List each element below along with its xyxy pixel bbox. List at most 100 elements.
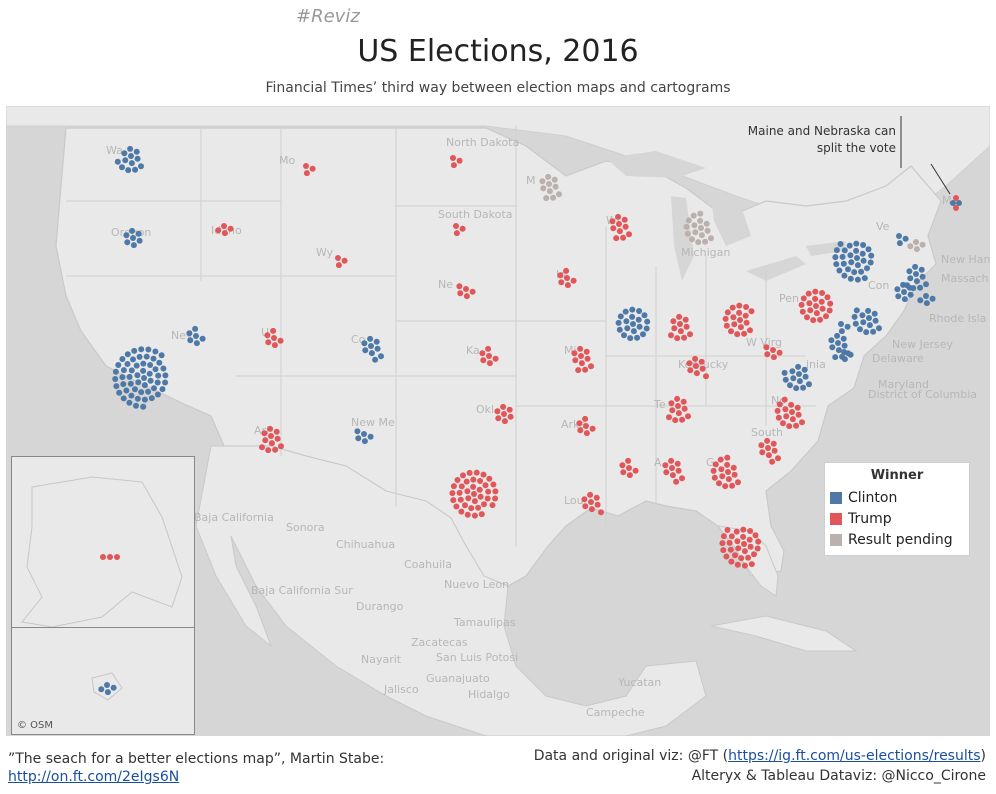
michigan-vote-dot [708,235,714,242]
wyoming-vote-dot [335,262,342,269]
florida-vote-dot [727,546,734,553]
michigan-vote-dot [691,222,698,229]
ohio-vote-dot [730,314,737,321]
maryland-vote-dot [829,344,836,351]
new-york-vote-dot [845,266,851,273]
illinois-vote-dot [624,325,631,332]
stabe-link[interactable]: http://on.ft.com/2eIgs6N [8,769,180,785]
michigan-vote-dot [692,229,699,236]
rhode-island-vote-dot [929,295,936,302]
mississippi-vote-dot [626,472,633,479]
split-vote-callout: Maine and Nebraska can split the vote [747,124,896,155]
west-virginia-vote-dot [776,349,783,356]
virginia-vote-dot [802,373,809,380]
ft-source-line: Data and original viz: @FT (https://ig.f… [534,746,986,766]
utah-label: U [261,326,269,339]
legend-item-pending[interactable]: Result pending [825,529,969,550]
washington-vote-dot [138,163,144,170]
north-dakota-vote-dot [456,157,463,164]
arizona-vote-dot [278,443,284,450]
ft-results-link[interactable]: https://ig.ft.com/us-elections/results [728,748,981,764]
sonora-label: Sonora [286,521,325,534]
legend-swatch-pending [830,533,842,546]
oregon-vote-dot [130,235,136,241]
washington-vote-dot [125,167,132,174]
tennessee-vote-dot [685,413,691,420]
alaska-inset[interactable] [11,456,195,628]
north-carolina-vote-dot [795,411,802,418]
georgia-vote-dot [711,474,718,481]
michigan-vote-dot [684,230,691,237]
texas-vote-dot [471,491,477,497]
north-carolina-vote-dot [788,401,795,408]
texas-vote-dot [478,511,485,518]
texas-vote-dot [468,505,475,512]
arizona-vote-dot [262,437,269,444]
florida-vote-dot [720,533,727,540]
missouri-vote-dot [578,360,585,367]
north-carolina-vote-dot [789,409,795,415]
iowa-vote-dot [563,267,570,274]
new-jersey-vote-dot [851,313,858,320]
pennsylvania-vote-dot [813,310,820,317]
texas-vote-dot [470,476,477,483]
pennsylvania-vote-dot [819,290,826,296]
maine-vote-dot [953,195,959,201]
new-york-vote-dot [853,240,860,247]
new-jersey-vote-dot [870,328,877,335]
florida-vote-dot [720,547,727,554]
washington-vote-dot [132,166,139,173]
texas-vote-dot [486,475,493,482]
new-york-vote-dot [861,275,868,282]
texas-vote-dot [450,497,457,504]
iowa-vote-dot [564,275,570,281]
minnesota-vote-dot [543,195,550,202]
new-mexico-vote-dot [355,435,362,442]
legend-label: Trump [848,510,892,527]
nevada-vote-dot [199,335,206,342]
nevada-vote-dot [193,340,200,347]
georgia-vote-dot [735,479,741,486]
california-vote-dot [116,389,123,396]
tennessee-vote-dot [666,414,672,421]
stabe-quote: ”The seach for a better elections map”, … [8,751,385,767]
california-vote-dot [124,361,131,367]
colorado-vote-dot [373,338,380,345]
kentucky-vote-dot [692,355,699,362]
legend-item-clinton[interactable]: Clinton [825,487,969,508]
arizona-label: Ari [254,424,269,437]
footer-right: Data and original viz: @FT (https://ig.f… [534,746,986,786]
california-vote-dot [140,360,147,367]
missouri-vote-dot [588,363,594,370]
texas-vote-dot [475,504,482,511]
utah-vote-dot [271,335,277,341]
california-vote-dot [119,356,126,362]
wisconsin-vote-dot [621,216,628,223]
michigan-vote-dot [702,238,709,245]
connecticut-vote-dot [900,281,907,288]
maryland-vote-dot [841,342,848,349]
florida-vote-dot [747,543,754,550]
new-jersey-vote-dot [866,322,873,329]
new-york-vote-dot [854,255,860,261]
south-carolina-vote-dot [764,437,771,444]
arkansas-vote-dot [582,415,589,422]
osm-attribution[interactable]: © OSM [17,720,54,731]
pennsylvania-vote-dot [812,288,819,295]
wisconsin-vote-dot [622,223,629,230]
california-vote-dot [134,372,141,379]
illinois-vote-dot [630,328,637,335]
tennessee-vote-dot [669,407,676,414]
texas-vote-dot [458,508,465,515]
connecticut-vote-dot [894,286,901,293]
texas-vote-dot [473,469,480,476]
utah-vote-dot [277,337,284,344]
lake-michigan [671,196,694,281]
hawaii-inset[interactable]: © OSM [11,627,195,735]
south-carolina-vote-dot [765,445,771,451]
legend-item-trump[interactable]: Trump [825,508,969,529]
new-york-vote-dot [836,267,843,274]
maryland-vote-dot [835,340,841,346]
vermont-label: Ve [876,220,890,233]
